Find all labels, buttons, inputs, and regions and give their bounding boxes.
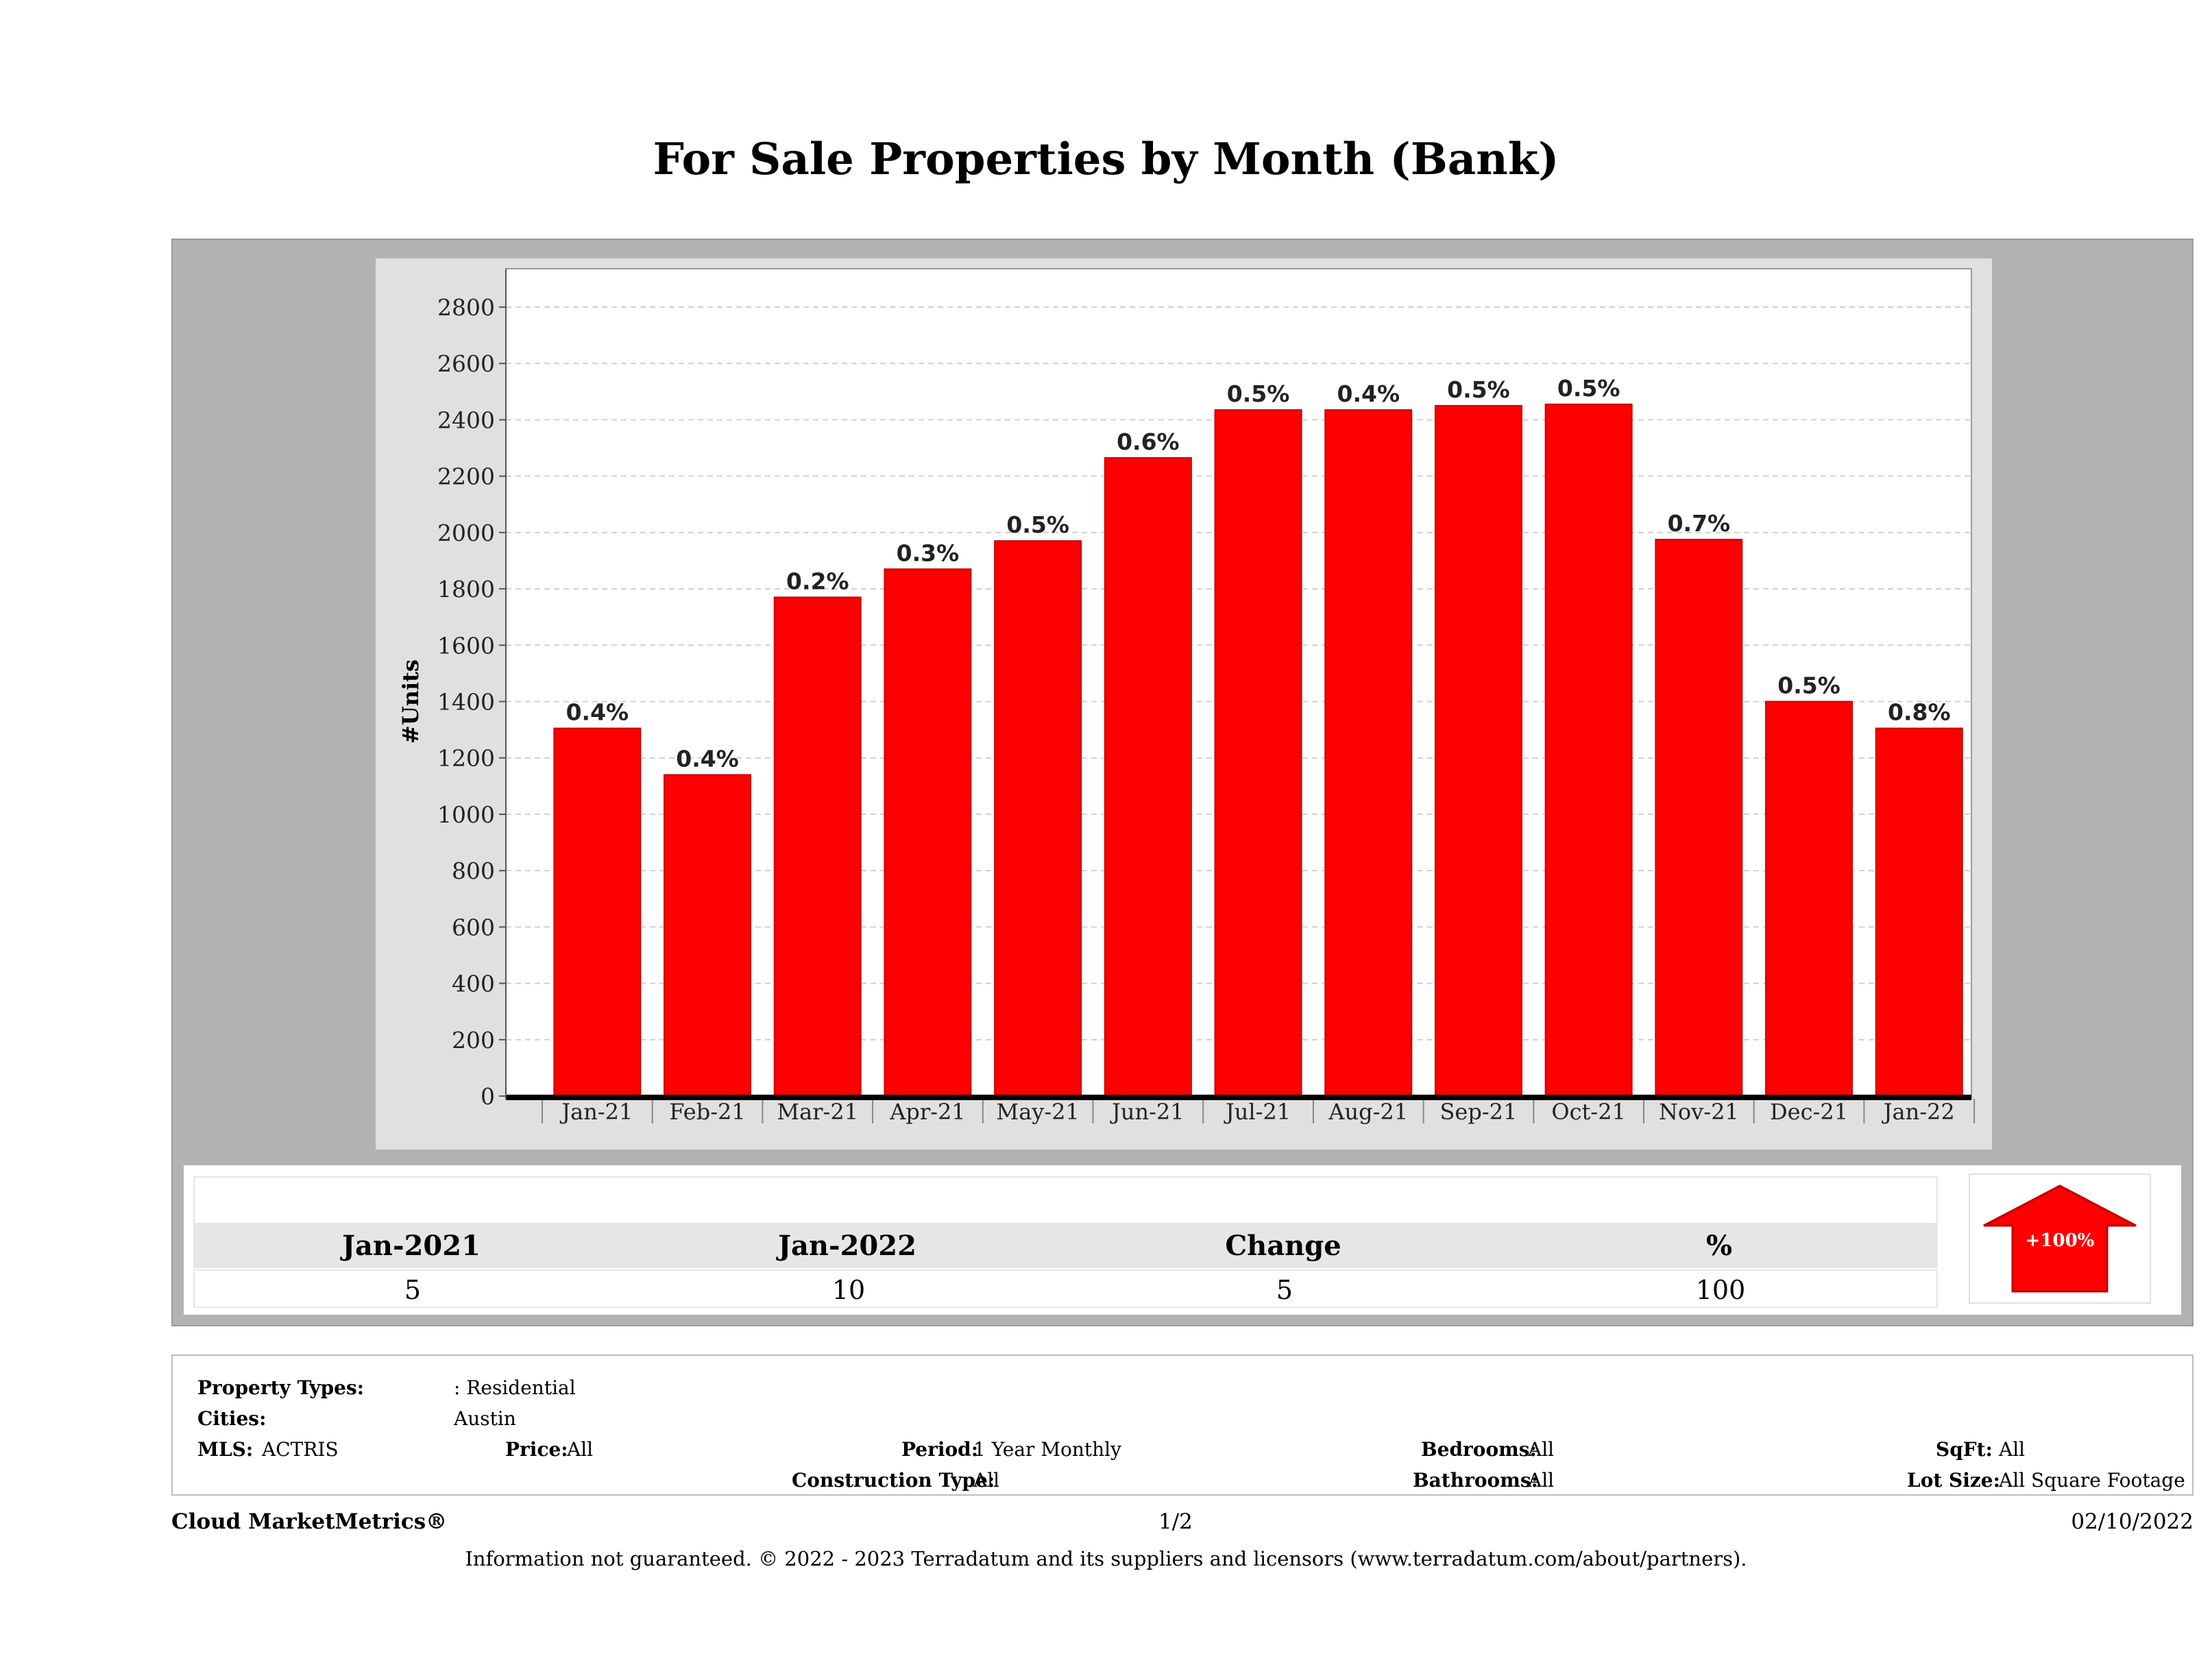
bar-sep-21 — [1434, 404, 1522, 1097]
y-tick-label: 2000 — [437, 520, 495, 546]
y-axis-title: #Units — [398, 659, 424, 744]
bar-feb-21 — [664, 774, 752, 1097]
bar-oct-21 — [1544, 403, 1633, 1097]
y-tick-label: 2600 — [437, 350, 495, 377]
trend-badge-label: +100% — [2026, 1230, 2095, 1251]
x-tick-label: Mar-21 — [777, 1099, 858, 1125]
period-value: 1 Year Monthly — [973, 1438, 1121, 1461]
trend-badge: +100% — [1969, 1174, 2151, 1304]
x-tick-label: Nov-21 — [1659, 1099, 1739, 1125]
arrow-up-icon: +100% — [1983, 1184, 2137, 1293]
data-label: 0.5% — [1227, 380, 1290, 407]
y-tick-label: 800 — [452, 858, 495, 884]
bar-dec-21 — [1765, 701, 1854, 1097]
x-tick-label: Jul-21 — [1224, 1099, 1291, 1125]
report-date: 02/10/2022 — [2071, 1509, 2193, 1534]
bathrooms-value: All — [1528, 1469, 1555, 1492]
data-label: 0.4% — [676, 745, 739, 772]
data-label: 0.7% — [1668, 510, 1731, 537]
bar-mar-21 — [773, 596, 862, 1097]
stats-header-start: Jan-2021 — [342, 1230, 481, 1262]
stats-summary: Jan-2021 Jan-2022 Change % 5 10 5 100 +1… — [184, 1165, 2181, 1315]
x-tick-label: Feb-21 — [669, 1099, 745, 1125]
data-label: 0.5% — [1557, 375, 1620, 402]
y-tick-label: 1400 — [437, 689, 495, 716]
disclaimer: Information not guaranteed. © 2022 - 202… — [465, 1547, 1747, 1570]
bar-nov-21 — [1655, 539, 1743, 1097]
bar-may-21 — [994, 540, 1082, 1097]
bedrooms-label: Bedrooms: — [1421, 1438, 1537, 1461]
bar-apr-21 — [884, 568, 972, 1097]
bar-jul-21 — [1214, 409, 1302, 1097]
mls-value: ACTRIS — [262, 1438, 339, 1461]
stats-value-start: 5 — [404, 1275, 422, 1305]
data-label: 0.5% — [1447, 376, 1510, 403]
x-tick-label: Aug-21 — [1328, 1099, 1408, 1125]
y-tick-label: 600 — [452, 914, 495, 940]
property-types-value: : Residential — [454, 1376, 576, 1399]
y-tick-label: 1600 — [437, 632, 495, 659]
lot-size-label: Lot Size: — [1907, 1469, 2000, 1492]
y-tick-label: 2400 — [437, 406, 495, 433]
mls-label: MLS: — [197, 1438, 254, 1461]
bar-jan-21 — [553, 727, 642, 1097]
lot-size-value: All Square Footage — [1999, 1469, 2185, 1492]
stats-value-percent: 100 — [1695, 1275, 1746, 1305]
data-label: 0.3% — [897, 539, 960, 566]
stats-value-row: 5 10 5 100 — [193, 1269, 1938, 1308]
y-tick-label: 1000 — [437, 801, 495, 828]
chart-area: 0 200 400 600 800 1000 1200 1400 1600 1800 2000 220… — [376, 258, 1992, 1150]
data-label: 0.8% — [1888, 699, 1951, 726]
data-label: 0.6% — [1117, 428, 1180, 455]
y-tick-label: 400 — [452, 971, 495, 997]
data-label: 0.5% — [1006, 511, 1069, 538]
stats-value-end: 10 — [831, 1275, 866, 1305]
bar-jan-22 — [1875, 727, 1963, 1097]
sqft-value: All — [1999, 1438, 2026, 1461]
data-label: 0.4% — [1337, 380, 1400, 407]
price-value: All — [567, 1438, 594, 1461]
x-tick-label: Jan-22 — [1882, 1099, 1955, 1125]
y-tick-label: 1800 — [437, 576, 495, 603]
x-tick-label: Oct-21 — [1551, 1099, 1626, 1125]
property-types-label: Property Types: — [197, 1376, 365, 1399]
bar-jun-21 — [1104, 457, 1192, 1097]
y-tick-label: 1200 — [437, 745, 495, 772]
x-tick-label: Dec-21 — [1770, 1099, 1848, 1125]
bar-aug-21 — [1324, 409, 1413, 1097]
period-label: Period: — [901, 1438, 979, 1461]
construction-type-label: Construction Type: — [792, 1469, 995, 1492]
stats-value-change: 5 — [1276, 1275, 1293, 1305]
x-tick-label: May-21 — [996, 1099, 1079, 1125]
bedrooms-value: All — [1528, 1438, 1555, 1461]
construction-type-value: All — [973, 1469, 1000, 1492]
x-tick-label: Jun-21 — [1110, 1099, 1184, 1125]
x-tick-label: Sep-21 — [1440, 1099, 1518, 1125]
page-title: For Sale Properties by Month (Bank) — [653, 134, 1559, 185]
stats-header-row: Jan-2021 Jan-2022 Change % — [193, 1224, 1938, 1268]
y-tick-label: 2800 — [437, 294, 495, 321]
stats-spacer-row — [193, 1176, 1938, 1224]
y-tick-label: 200 — [452, 1027, 495, 1054]
bathrooms-label: Bathrooms: — [1413, 1469, 1538, 1492]
data-label: 0.5% — [1777, 672, 1840, 699]
bar-chart: 0 200 400 600 800 1000 1200 1400 1600 1800 2000 220… — [398, 268, 1976, 1125]
data-label: 0.4% — [566, 699, 629, 726]
report-filters: Property Types: : Residential Cities: Au… — [171, 1354, 2193, 1496]
price-label: Price: — [505, 1438, 568, 1461]
cities-value: Austin — [454, 1407, 516, 1430]
stats-header-change: Change — [1225, 1230, 1341, 1262]
page-number: 1/2 — [1158, 1509, 1193, 1534]
x-tick-label: Jan-21 — [559, 1099, 633, 1125]
brand-name: Cloud MarketMetrics® — [171, 1509, 448, 1534]
stats-header-percent: % — [1705, 1230, 1732, 1262]
y-tick-label: 0 — [481, 1083, 495, 1110]
y-tick-label: 2200 — [437, 463, 495, 490]
data-label: 0.2% — [786, 568, 849, 594]
sqft-label: SqFt: — [1936, 1438, 1993, 1461]
stats-header-end: Jan-2022 — [778, 1230, 916, 1262]
cities-label: Cities: — [197, 1407, 267, 1430]
x-tick-label: Apr-21 — [889, 1099, 965, 1125]
